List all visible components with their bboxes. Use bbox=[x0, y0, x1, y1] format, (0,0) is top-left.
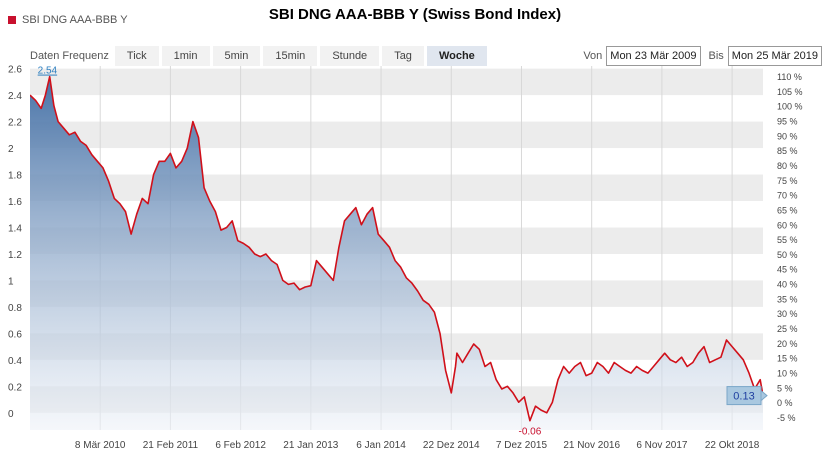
frequency-button-tick[interactable]: Tick bbox=[114, 46, 159, 66]
date-range: Von Mon 23 Mär 2009 Bis Mon 25 Mär 2019 bbox=[575, 46, 822, 66]
x-tick-label: 22 Okt 2018 bbox=[705, 440, 760, 451]
y-tick-label: 2.6 bbox=[8, 65, 22, 76]
x-tick-label: 21 Feb 2011 bbox=[143, 440, 199, 451]
y2-tick-label: 15 % bbox=[777, 354, 798, 364]
y-tick-label: 1.6 bbox=[8, 197, 22, 208]
y-tick-label: 0.6 bbox=[8, 329, 22, 340]
y2-tick-label: 55 % bbox=[777, 235, 798, 245]
series-area bbox=[30, 76, 763, 430]
y2-tick-label: 25 % bbox=[777, 324, 798, 334]
legend-swatch bbox=[8, 16, 16, 24]
to-date-input[interactable]: Mon 25 Mär 2019 bbox=[727, 46, 822, 66]
x-tick-label: 8 Mär 2010 bbox=[75, 440, 126, 451]
y-tick-label: 2.2 bbox=[8, 118, 22, 129]
frequency-button-tag[interactable]: Tag bbox=[382, 46, 424, 66]
max-annotation: 2.54 bbox=[38, 66, 58, 77]
current-value-label: 0.13 bbox=[733, 391, 754, 403]
y2-tick-label: 65 % bbox=[777, 205, 798, 215]
y2-tick-label: 80 % bbox=[777, 161, 798, 171]
grid-band bbox=[30, 68, 763, 96]
y2-tick-label: 0 % bbox=[777, 398, 793, 408]
grid-band bbox=[30, 174, 763, 202]
y-tick-label: 0.8 bbox=[8, 303, 22, 314]
y2-tick-label: 90 % bbox=[777, 131, 798, 141]
y-tick-label: 2.4 bbox=[8, 91, 22, 102]
y2-tick-label: 45 % bbox=[777, 265, 798, 275]
y-tick-label: 0 bbox=[8, 409, 14, 420]
y2-tick-label: 110 % bbox=[777, 72, 802, 82]
to-label: Bis bbox=[708, 50, 724, 62]
x-tick-label: 6 Jan 2014 bbox=[356, 440, 406, 451]
y2-tick-label: 50 % bbox=[777, 250, 798, 260]
series-line bbox=[30, 75, 763, 422]
frequency-button-15min[interactable]: 15min bbox=[263, 46, 318, 66]
y2-tick-label: 95 % bbox=[777, 116, 798, 126]
legend-label: SBI DNG AAA-BBB Y bbox=[22, 14, 128, 26]
current-value-pointer bbox=[760, 389, 768, 402]
y2-tick-label: 70 % bbox=[777, 191, 798, 201]
y-tick-label: 0.2 bbox=[8, 382, 22, 393]
frequency-toolbar: Daten Frequenz Tick 1min 5min 15min Stun… bbox=[30, 46, 490, 66]
y-tick-label: 0.4 bbox=[8, 356, 22, 367]
from-label: Von bbox=[583, 50, 603, 62]
x-tick-label: 6 Nov 2017 bbox=[636, 440, 688, 451]
min-annotation: -0.06 bbox=[519, 427, 542, 438]
y-tick-label: 1.8 bbox=[8, 171, 22, 182]
y2-tick-label: 100 % bbox=[777, 102, 803, 112]
y-tick-label: 1.2 bbox=[8, 250, 22, 261]
y2-tick-label: 85 % bbox=[777, 146, 798, 156]
frequency-button-5min[interactable]: 5min bbox=[212, 46, 261, 66]
frequency-label: Daten Frequenz bbox=[30, 50, 109, 62]
y2-tick-label: 5 % bbox=[777, 383, 793, 393]
grid-band bbox=[30, 121, 763, 149]
chart-title: SBI DNG AAA-BBB Y (Swiss Bond Index) bbox=[268, 6, 562, 23]
frequency-button-stunde[interactable]: Stunde bbox=[320, 46, 380, 66]
x-tick-label: 21 Jan 2013 bbox=[283, 440, 338, 451]
x-tick-label: 21 Nov 2016 bbox=[563, 440, 620, 451]
from-date-input[interactable]: Mon 23 Mär 2009 bbox=[606, 46, 701, 66]
y2-tick-label: 30 % bbox=[777, 309, 798, 319]
frequency-button-woche[interactable]: Woche bbox=[426, 46, 487, 66]
y2-tick-label: 105 % bbox=[777, 87, 803, 97]
x-tick-label: 6 Feb 2012 bbox=[215, 440, 266, 451]
y2-tick-label: 40 % bbox=[777, 280, 798, 290]
x-tick-label: 7 Dez 2015 bbox=[496, 440, 548, 451]
frequency-button-1min[interactable]: 1min bbox=[161, 46, 210, 66]
y2-tick-label: 60 % bbox=[777, 220, 798, 230]
x-tick-label: 22 Dez 2014 bbox=[423, 440, 480, 451]
y2-tick-label: 10 % bbox=[777, 369, 798, 379]
y-tick-label: 1.4 bbox=[8, 223, 22, 234]
y2-tick-label: 75 % bbox=[777, 176, 798, 186]
y-tick-label: 1 bbox=[8, 276, 14, 287]
y2-tick-label: 35 % bbox=[777, 294, 798, 304]
y2-tick-label: 20 % bbox=[777, 339, 798, 349]
y2-tick-label: -5 % bbox=[777, 413, 796, 423]
legend: SBI DNG AAA-BBB Y bbox=[8, 14, 128, 26]
y-tick-label: 2 bbox=[8, 144, 14, 155]
